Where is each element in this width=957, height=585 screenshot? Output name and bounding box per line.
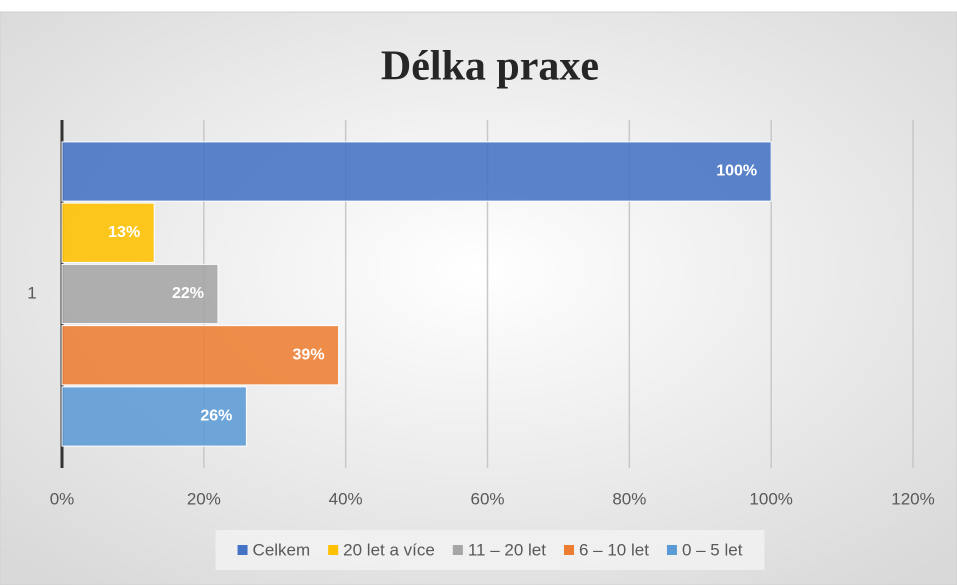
data-label: 13% <box>108 224 140 241</box>
legend-label: 20 let a více <box>343 540 435 559</box>
legend-label: 11 – 20 let <box>468 540 546 559</box>
legend-swatch <box>563 545 574 555</box>
legend-swatch <box>666 545 677 555</box>
x-tick-label: 20% <box>187 489 221 508</box>
legend-swatch <box>452 545 463 555</box>
legend-label: 6 – 10 let <box>579 540 649 559</box>
x-tick-label: 0% <box>50 489 75 508</box>
legend-label: Celkem <box>253 540 311 559</box>
x-tick-label: 80% <box>612 489 646 508</box>
bar <box>61 263 219 325</box>
y-tick-label: 1 <box>27 283 36 302</box>
bar <box>61 141 772 202</box>
legend: Celkem 20 let a více 11 – 20 let 6 – 10 let… <box>215 530 765 570</box>
x-tick-label: 120% <box>891 489 934 508</box>
legend-swatch <box>237 545 248 555</box>
data-label: 100% <box>716 163 757 180</box>
data-label: 22% <box>172 285 204 302</box>
bar <box>61 386 247 447</box>
data-label: 26% <box>200 408 232 425</box>
data-label: 39% <box>293 346 325 363</box>
bar <box>61 325 340 386</box>
legend-swatch <box>328 545 339 555</box>
x-tick-label: 40% <box>329 489 363 508</box>
chart-title: Délka praxe <box>381 44 599 90</box>
x-tick-label: 60% <box>470 489 504 508</box>
x-tick-label: 100% <box>749 489 792 508</box>
bar <box>61 202 155 263</box>
legend-label: 0 – 5 let <box>682 540 743 559</box>
